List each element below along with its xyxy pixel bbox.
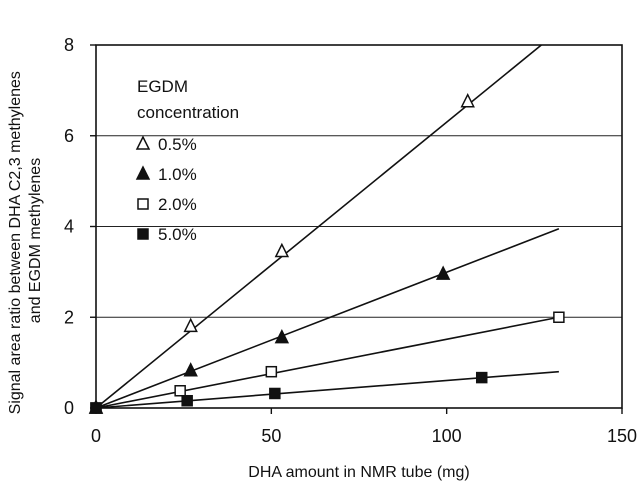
fit-line-series-2 — [95, 228, 560, 409]
data-point-series-1 — [274, 242, 290, 258]
legend: EGDM concentration 0.5% 1.0% 2.0% 5.0% — [135, 77, 239, 244]
data-point-series-3 — [265, 365, 278, 378]
y-tick-label: 6 — [64, 126, 74, 146]
fit-line-series-4 — [95, 370, 559, 409]
x-tick-label: 50 — [261, 426, 281, 446]
data-point-series-3 — [553, 311, 565, 323]
axis-ticks: 0 50 100 150 0 2 4 6 8 — [64, 35, 637, 446]
y-axis-title-line-2: and EGDM methylenes — [27, 158, 44, 323]
data-point-series-3 — [174, 385, 186, 397]
data-point-series-2 — [183, 362, 198, 377]
x-axis-title: DHA amount in NMR tube (mg) — [248, 464, 469, 481]
legend-marker-2 — [135, 165, 151, 180]
fit-line-series-3 — [95, 316, 560, 409]
data-point-series-4 — [269, 387, 281, 400]
legend-label-3: 2.0% — [158, 195, 197, 214]
data-point-series-1 — [460, 93, 475, 108]
data-point-series-2 — [274, 328, 290, 344]
y-tick-label: 8 — [64, 35, 74, 55]
legend-title-line-1: EGDM — [137, 77, 188, 96]
legend-label-1: 0.5% — [158, 135, 197, 154]
data-point-series-4 — [90, 402, 102, 414]
legend-marker-4 — [137, 228, 149, 240]
legend-marker-3 — [137, 198, 149, 210]
legend-title-line-2: concentration — [137, 103, 239, 122]
legend-label-2: 1.0% — [158, 165, 197, 184]
gridlines — [96, 135, 622, 318]
legend-marker-1 — [135, 135, 151, 150]
data-point-series-4 — [475, 371, 488, 384]
y-tick-label: 4 — [64, 217, 74, 237]
data-points — [88, 93, 565, 414]
x-tick-label: 150 — [607, 426, 637, 446]
y-tick-label: 2 — [64, 307, 74, 327]
data-point-series-1 — [183, 317, 198, 333]
y-axis-title-line-1: Signal area ratio between DHA C2,3 methy… — [7, 71, 24, 414]
data-point-series-4 — [181, 394, 193, 407]
y-axis-title: Signal area ratio between DHA C2,3 methy… — [7, 67, 44, 415]
x-tick-label: 0 — [91, 426, 101, 446]
y-tick-label: 0 — [64, 398, 74, 418]
data-point-series-2 — [435, 265, 451, 280]
x-tick-label: 100 — [432, 426, 462, 446]
legend-label-4: 5.0% — [158, 225, 197, 244]
